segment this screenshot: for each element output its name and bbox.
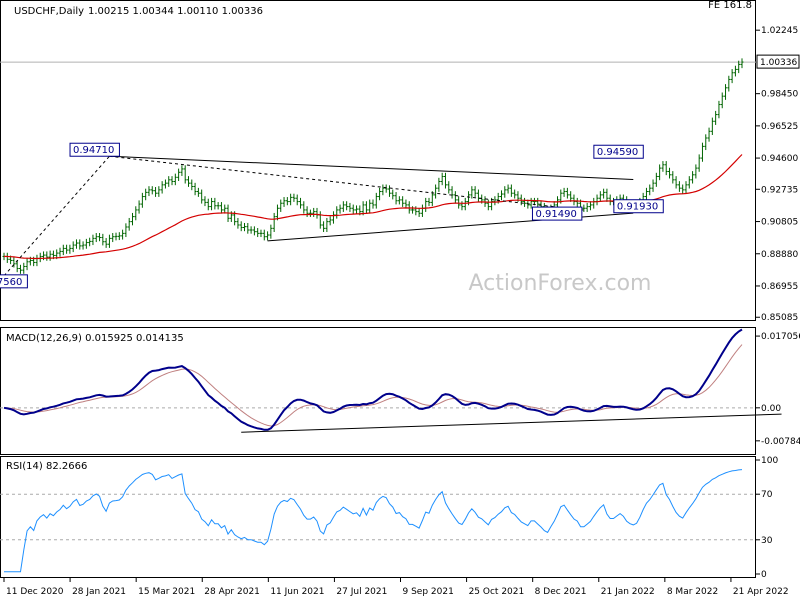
price-annotation-box bbox=[0, 274, 28, 289]
price-tick-label: 0.92735 bbox=[761, 185, 798, 195]
x-tick-label: 15 Mar 2021 bbox=[138, 587, 195, 597]
trend-line bbox=[109, 155, 634, 180]
price-tick-label: 0.85085 bbox=[761, 313, 798, 323]
x-tick-label: 25 Oct 2021 bbox=[469, 587, 525, 597]
price-tick-label: 0.86955 bbox=[761, 282, 798, 292]
price-annotation-box bbox=[69, 142, 120, 157]
price-annotation-box bbox=[593, 144, 644, 159]
price-tick-label: 0.96525 bbox=[761, 122, 798, 132]
ohlc-header: 1.00215 1.00344 1.00110 1.00336 bbox=[88, 6, 263, 17]
macd-tick-label: 0.017056 bbox=[761, 332, 800, 342]
price-annotation-label: 0.94590 bbox=[597, 147, 638, 158]
price-tick-label: 0.90805 bbox=[761, 218, 798, 228]
rsi-tick-label: 100 bbox=[761, 456, 778, 466]
price-tick-label: 0.88880 bbox=[761, 250, 798, 260]
price-annotation-box bbox=[531, 206, 583, 221]
macd-title: MACD(12,26,9) 0.015925 0.014135 bbox=[6, 333, 184, 344]
price-panel-title: USDCHF,Daily bbox=[14, 6, 84, 17]
x-tick-label: 27 Jul 2021 bbox=[336, 587, 387, 597]
macd-tick-label: 0.00 bbox=[761, 404, 781, 414]
macd-trend-line bbox=[241, 413, 782, 433]
rsi-panel-frame bbox=[0, 456, 756, 578]
price-annotation-label: 0.94710 bbox=[73, 145, 114, 156]
x-tick-label: 28 Apr 2021 bbox=[204, 587, 260, 597]
rsi-line bbox=[4, 469, 743, 573]
x-tick-label: 11 Jun 2021 bbox=[270, 587, 324, 597]
macd-tick-label: -0.007846 bbox=[761, 437, 800, 447]
x-tick-label: 8 Mar 2022 bbox=[667, 587, 718, 597]
current-price-box bbox=[756, 54, 800, 69]
macd-panel-frame bbox=[0, 327, 756, 455]
x-tick-label: 21 Jan 2022 bbox=[601, 587, 655, 597]
price-annotation-label: 0.91930 bbox=[617, 202, 658, 213]
price-tick-label: 0.94600 bbox=[761, 154, 798, 164]
rsi-tick-label: 70 bbox=[761, 490, 773, 500]
x-tick-label: 21 Apr 2022 bbox=[733, 587, 789, 597]
watermark: ActionForex.com bbox=[469, 271, 652, 296]
price-tick-label: 1.02245 bbox=[761, 26, 798, 36]
macd-line bbox=[3, 328, 743, 431]
x-tick-label: 28 Jan 2021 bbox=[72, 587, 126, 597]
price-annotation-box bbox=[613, 199, 664, 214]
x-tick-label: 11 Dec 2020 bbox=[6, 587, 64, 597]
rsi-tick-label: 30 bbox=[761, 536, 773, 546]
fe-label: FE 161.8 bbox=[708, 0, 752, 11]
price-annotation-label: 0.91490 bbox=[535, 209, 576, 220]
dashed-trend-line bbox=[109, 155, 584, 211]
price-annotation-label: 0.87560 bbox=[0, 277, 22, 288]
rsi-title: RSI(14) 82.2666 bbox=[6, 461, 87, 472]
price-tick-label: 0.98450 bbox=[761, 90, 798, 100]
x-tick-label: 9 Sep 2021 bbox=[403, 587, 454, 597]
rsi-tick-label: 0 bbox=[761, 570, 767, 580]
x-tick-label: 8 Dec 2021 bbox=[535, 587, 587, 597]
price-panel-frame bbox=[0, 0, 756, 321]
dashed-trend-line bbox=[3, 155, 110, 277]
current-price-label: 1.00336 bbox=[760, 58, 797, 68]
